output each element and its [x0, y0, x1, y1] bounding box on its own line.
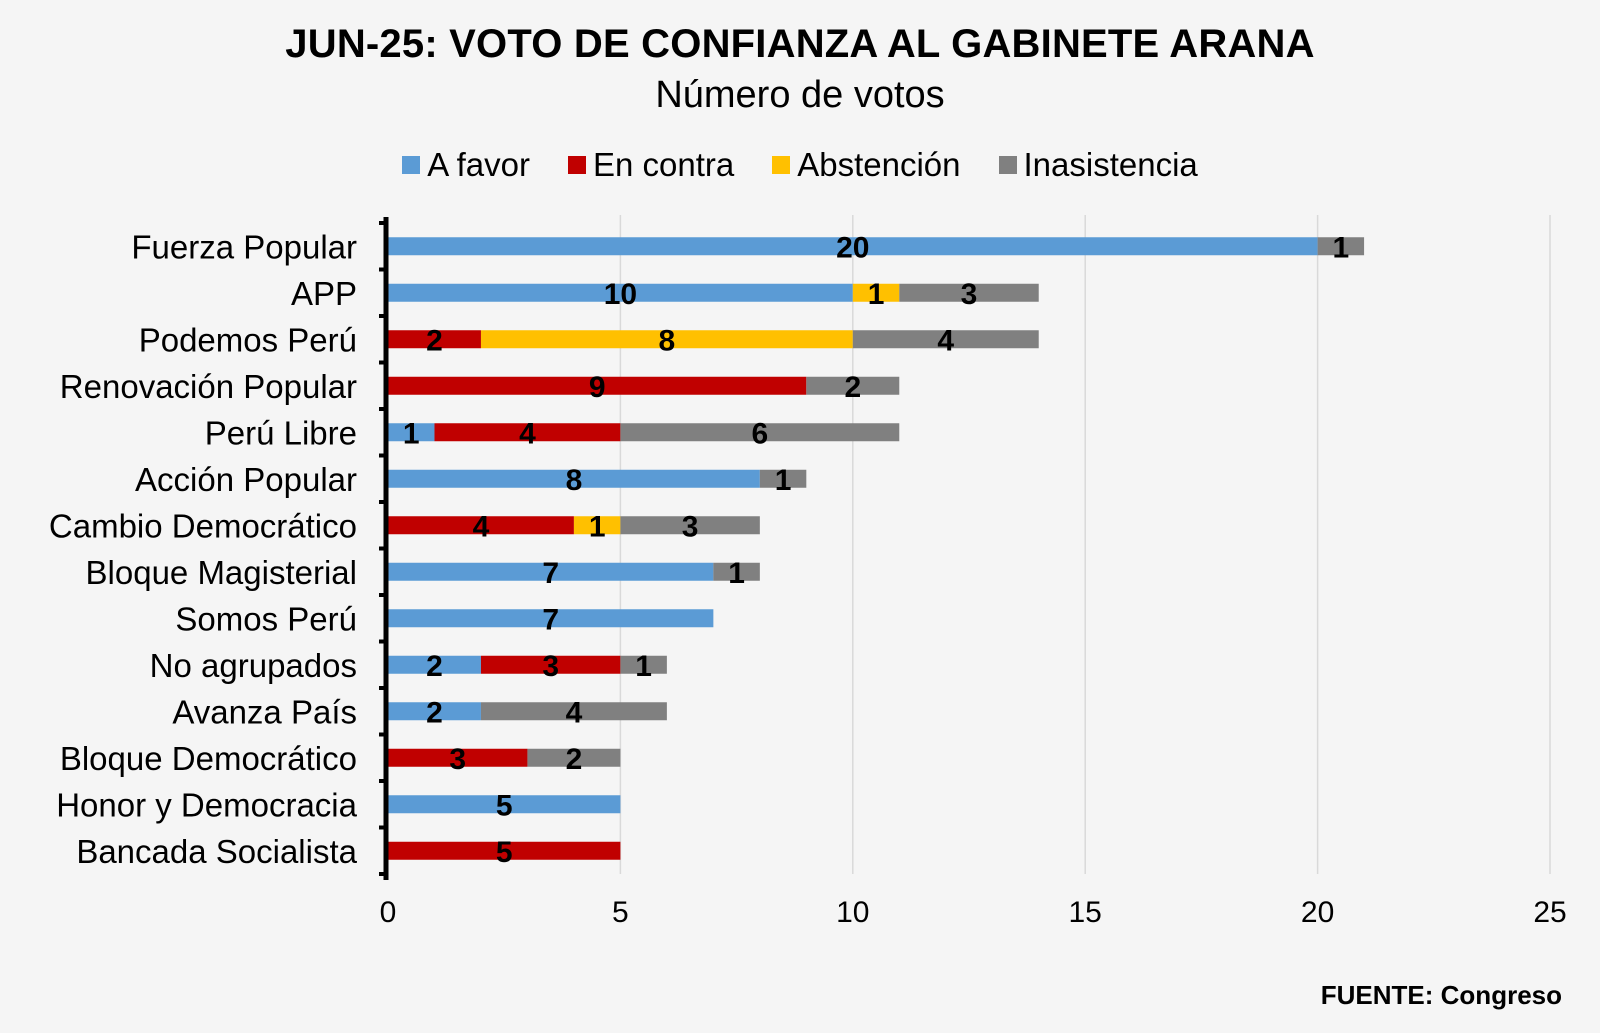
legend-swatch-inasistencia — [998, 156, 1017, 174]
chart-legend: A favor En contra Abstención Inasistenci… — [0, 146, 1600, 184]
legend-item-en-contra: En contra — [567, 146, 735, 184]
category-label-per-libre: Perú Libre — [205, 414, 357, 451]
x-tick-label-25: 25 — [1533, 896, 1566, 929]
data-label-no-agrupados-en-contra: 3 — [542, 650, 559, 683]
chart-title: JUN-25: VOTO DE CONFIANZA AL GABINETE AR… — [285, 22, 1315, 66]
category-label-bloque-magisterial: Bloque Magisterial — [86, 554, 357, 591]
data-label-renovaci-n-popular-en-contra: 9 — [589, 371, 606, 404]
bar-no-agrupados-a-favor — [388, 655, 481, 674]
bar-per-libre-en-contra — [434, 423, 621, 442]
bar-podemos-per--inasistencia — [852, 330, 1039, 349]
category-label-honor-y-democracia: Honor y Democracia — [56, 786, 357, 823]
data-label-renovaci-n-popular-inasistencia: 2 — [844, 371, 861, 404]
category-label-cambio-democr-tico: Cambio Democrático — [49, 507, 357, 544]
category-label-podemos-per-: Podemos Perú — [139, 321, 357, 358]
legend-item-abstencion: Abstención — [772, 146, 961, 184]
category-label-app: APP — [291, 275, 357, 312]
x-tick-label-15: 15 — [1069, 896, 1102, 929]
data-label-per-libre-en-contra: 4 — [519, 417, 536, 450]
bar-app-inasistencia — [899, 283, 1039, 302]
data-label-avanza-pa-s-inasistencia: 4 — [566, 696, 583, 729]
bar-cambio-democr-tico-abstenci-n — [573, 516, 621, 535]
data-label-podemos-per--abstenci-n: 8 — [659, 324, 676, 357]
data-label-somos-per--a-favor: 7 — [542, 603, 559, 636]
data-label-fuerza-popular-inasistencia: 1 — [1332, 231, 1349, 264]
data-label-bancada-socialista-en-contra: 5 — [496, 836, 513, 869]
bar-acci-n-popular-inasistencia — [759, 469, 807, 488]
bar-bloque-magisterial-a-favor — [388, 562, 714, 581]
data-label-cambio-democr-tico-abstenci-n: 1 — [589, 510, 606, 543]
category-label-bancada-socialista: Bancada Socialista — [76, 833, 357, 870]
x-tick-label-10: 10 — [836, 896, 869, 929]
data-label-podemos-per--en-contra: 2 — [426, 324, 443, 357]
bar-per-libre-inasistencia — [620, 423, 900, 442]
data-label-avanza-pa-s-a-favor: 2 — [426, 696, 443, 729]
data-label-honor-y-democracia-a-favor: 5 — [496, 789, 513, 822]
data-label-app-a-favor: 10 — [604, 278, 637, 311]
legend-swatch-a-favor — [402, 156, 421, 174]
data-label-acci-n-popular-a-favor: 8 — [566, 464, 583, 497]
legend-label-a-favor: A favor — [427, 146, 530, 183]
data-label-per-libre-a-favor: 1 — [403, 417, 420, 450]
data-label-no-agrupados-inasistencia: 1 — [635, 650, 652, 683]
bar-renovaci-n-popular-en-contra — [388, 376, 807, 395]
data-label-bloque-democr-tico-inasistencia: 2 — [566, 743, 583, 776]
bar-bloque-magisterial-inasistencia — [713, 562, 760, 581]
data-label-app-abstenci-n: 1 — [868, 278, 885, 311]
data-label-podemos-per--inasistencia: 4 — [937, 324, 954, 357]
bar-app-a-favor — [388, 283, 853, 302]
bar-cambio-democr-tico-inasistencia — [620, 516, 760, 535]
category-label-somos-per-: Somos Perú — [175, 600, 357, 637]
data-label-acci-n-popular-inasistencia: 1 — [775, 464, 792, 497]
bar-app-abstenci-n — [852, 283, 900, 302]
legend-label-inasistencia: Inasistencia — [1023, 146, 1198, 183]
data-label-no-agrupados-a-favor: 2 — [426, 650, 443, 683]
bar-podemos-per--abstenci-n — [480, 330, 853, 349]
data-label-bloque-magisterial-a-favor: 7 — [542, 557, 559, 590]
category-label-acci-n-popular: Acción Popular — [135, 461, 357, 498]
legend-swatch-en-contra — [567, 156, 586, 174]
chart-subtitle: Número de votos — [655, 74, 945, 116]
bar-honor-y-democracia-a-favor — [388, 795, 621, 814]
category-label-no-agrupados: No agrupados — [150, 647, 357, 684]
bar-avanza-pa-s-inasistencia — [480, 702, 667, 721]
bar-no-agrupados-inasistencia — [620, 655, 667, 674]
data-label-bloque-magisterial-inasistencia: 1 — [728, 557, 745, 590]
source-note: FUENTE: Congreso — [1320, 980, 1562, 1010]
legend-label-en-contra: En contra — [592, 146, 735, 183]
bar-podemos-per--en-contra — [388, 330, 481, 349]
category-label-bloque-democr-tico: Bloque Democrático — [60, 740, 357, 777]
data-label-app-inasistencia: 3 — [961, 278, 978, 311]
data-label-cambio-democr-tico-en-contra: 4 — [473, 510, 490, 543]
legend-item-inasistencia: Inasistencia — [998, 146, 1198, 184]
legend-swatch-abstencion — [772, 156, 791, 174]
x-tick-label-20: 20 — [1301, 896, 1334, 929]
category-label-renovaci-n-popular: Renovación Popular — [60, 368, 357, 405]
data-label-cambio-democr-tico-inasistencia: 3 — [682, 510, 699, 543]
bar-bloque-democr-tico-inasistencia — [527, 748, 621, 767]
bar-cambio-democr-tico-en-contra — [388, 516, 574, 535]
bar-bancada-socialista-en-contra — [388, 841, 621, 860]
data-label-per-libre-inasistencia: 6 — [751, 417, 768, 450]
bar-fuerza-popular-inasistencia — [1317, 237, 1365, 256]
bar-avanza-pa-s-a-favor — [388, 702, 481, 721]
data-label-fuerza-popular-a-favor: 20 — [836, 231, 869, 264]
data-label-bloque-democr-tico-en-contra: 3 — [449, 743, 466, 776]
bar-per-libre-a-favor — [388, 423, 435, 442]
legend-item-a-favor: A favor — [402, 146, 530, 184]
category-label-fuerza-popular: Fuerza Popular — [131, 228, 357, 265]
legend-label-abstencion: Abstención — [797, 146, 961, 183]
bar-fuerza-popular-a-favor — [388, 237, 1318, 256]
x-tick-label-5: 5 — [612, 896, 629, 929]
bar-bloque-democr-tico-en-contra — [388, 748, 528, 767]
category-label-avanza-pa-s: Avanza País — [172, 693, 357, 730]
bar-acci-n-popular-a-favor — [388, 469, 760, 488]
bar-renovaci-n-popular-inasistencia — [806, 376, 900, 395]
bar-no-agrupados-en-contra — [480, 655, 621, 674]
bar-somos-per--a-favor — [388, 609, 714, 628]
x-tick-label-0: 0 — [380, 896, 397, 929]
